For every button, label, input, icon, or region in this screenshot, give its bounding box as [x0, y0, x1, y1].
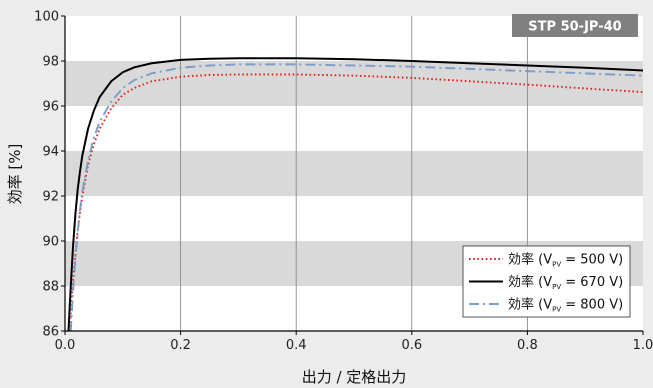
x-tick-label: 0.6	[401, 338, 422, 353]
series-line-3	[69, 63, 643, 331]
y-tick-label: 100	[34, 10, 59, 25]
axes	[61, 15, 644, 335]
y-axis-title: 効率 [%]	[6, 144, 24, 205]
model-badge: STP 50-JP-40	[512, 14, 638, 37]
x-tick-label: 0.8	[517, 338, 538, 353]
x-axis-title: 出力 / 定格出力	[302, 368, 407, 386]
y-tick-label: 94	[42, 145, 59, 160]
x-tick-labels: 0.0 0.2 0.4 0.6 0.8 1.0	[55, 338, 653, 353]
y-tick-label: 96	[42, 100, 59, 115]
y-tick-label: 88	[42, 280, 59, 295]
y-tick-labels: 86 88 90 92 94 96 98 100	[34, 10, 59, 340]
model-badge-text: STP 50-JP-40	[528, 20, 621, 35]
series-layer	[67, 57, 643, 331]
legend-label-1: 効率 (VPV = 500 V)	[508, 252, 623, 269]
legend-label-3: 効率 (VPV = 800 V)	[508, 297, 623, 314]
grey-band	[65, 61, 643, 106]
y-tick-label: 98	[42, 55, 59, 70]
y-tick-label: 90	[42, 235, 59, 250]
legend-label-2: 効率 (VPV = 670 V)	[508, 274, 623, 291]
x-tick-label: 1.0	[633, 338, 653, 353]
series-line-2	[67, 57, 643, 331]
x-tick-label: 0.2	[170, 338, 191, 353]
model-badge-background	[512, 14, 638, 37]
x-tick-label: 0.4	[286, 338, 307, 353]
y-tick-label: 92	[42, 190, 59, 205]
legend: 効率 (VPV = 500 V) 効率 (VPV = 670 V) 効率 (VPV …	[462, 245, 631, 318]
y-tick-label: 86	[42, 325, 59, 340]
grey-band	[65, 151, 643, 196]
x-tick-label: 0.0	[55, 338, 76, 353]
